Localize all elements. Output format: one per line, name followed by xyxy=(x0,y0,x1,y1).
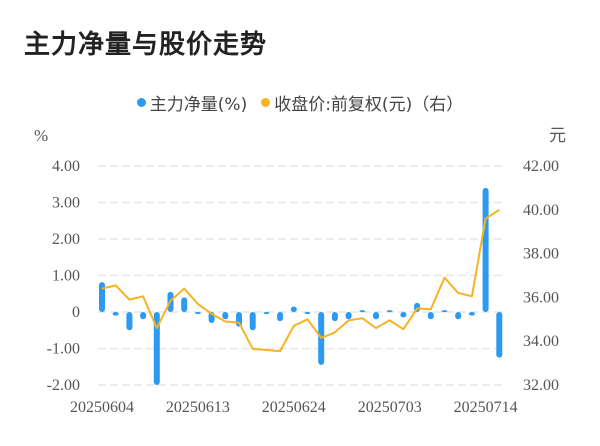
net-flow-bar[interactable] xyxy=(386,310,393,313)
legend-dot-icon xyxy=(261,98,271,107)
y-right-tick: 38.00 xyxy=(523,246,559,263)
y-left-tick: -1.00 xyxy=(47,341,80,358)
net-flow-bar[interactable] xyxy=(126,312,133,331)
net-flow-bar[interactable] xyxy=(468,312,475,316)
y-right-tick: 36.00 xyxy=(523,289,559,306)
x-tick: 20250703 xyxy=(358,399,422,416)
legend-label: 主力净量(%) xyxy=(149,95,248,115)
net-flow-bar[interactable] xyxy=(331,312,338,322)
net-flow-bar[interactable] xyxy=(112,312,119,316)
net-flow-bar[interactable] xyxy=(455,312,462,320)
net-flow-bar[interactable] xyxy=(290,306,297,312)
net-flow-bar[interactable] xyxy=(345,312,352,320)
y-right-tick: 32.00 xyxy=(523,377,559,394)
y-right-tick: 34.00 xyxy=(523,333,559,350)
net-flow-bar[interactable] xyxy=(99,282,105,312)
net-flow-bar[interactable] xyxy=(373,312,379,320)
net-flow-bar[interactable] xyxy=(263,312,270,314)
net-flow-bar[interactable] xyxy=(249,312,256,331)
x-tick: 20250624 xyxy=(262,399,326,416)
y-left-tick: 1.00 xyxy=(52,268,80,285)
net-flow-bar[interactable] xyxy=(496,312,503,358)
legend-label: 收盘价:前复权(元)（右） xyxy=(274,95,464,115)
net-flow-bar[interactable] xyxy=(140,312,147,320)
x-tick: 20250714 xyxy=(454,399,518,416)
net-flow-bar[interactable] xyxy=(153,312,160,385)
net-flow-bar[interactable] xyxy=(181,297,188,312)
legend: 主力净量(%) 收盘价:前复权(元)（右） xyxy=(0,90,600,115)
y-right-tick: 42.00 xyxy=(523,158,559,175)
net-flow-bar[interactable] xyxy=(194,312,201,314)
right-unit-label: 元 xyxy=(549,126,566,145)
close-price-line[interactable] xyxy=(101,208,500,353)
net-flow-bar[interactable] xyxy=(400,312,407,318)
legend-item-close-price[interactable]: 收盘价:前复权(元)（右） xyxy=(261,90,463,115)
net-flow-bar[interactable] xyxy=(427,312,434,320)
y-left-tick: 4.00 xyxy=(52,158,80,175)
net-flow-bar[interactable] xyxy=(441,310,448,313)
net-flow-bar[interactable] xyxy=(277,312,284,322)
x-tick: 20250604 xyxy=(70,399,134,416)
y-left-tick: 2.00 xyxy=(52,231,80,248)
x-tick: 20250613 xyxy=(166,399,230,416)
legend-dot-icon xyxy=(136,98,146,107)
y-left-tick: 3.00 xyxy=(52,195,80,212)
legend-item-net-flow[interactable]: 主力净量(%) xyxy=(136,90,248,115)
net-flow-bar[interactable] xyxy=(482,187,489,312)
left-unit-label: % xyxy=(34,126,48,145)
y-right-tick: 40.00 xyxy=(523,202,559,219)
y-left-tick: -2.00 xyxy=(47,377,80,394)
y-left-tick: 0 xyxy=(72,304,80,321)
net-flow-bar[interactable] xyxy=(359,310,366,313)
net-flow-bar[interactable] xyxy=(222,312,229,320)
chart-title: 主力净量与股价走势 xyxy=(24,30,268,60)
net-flow-bar[interactable] xyxy=(304,312,311,314)
